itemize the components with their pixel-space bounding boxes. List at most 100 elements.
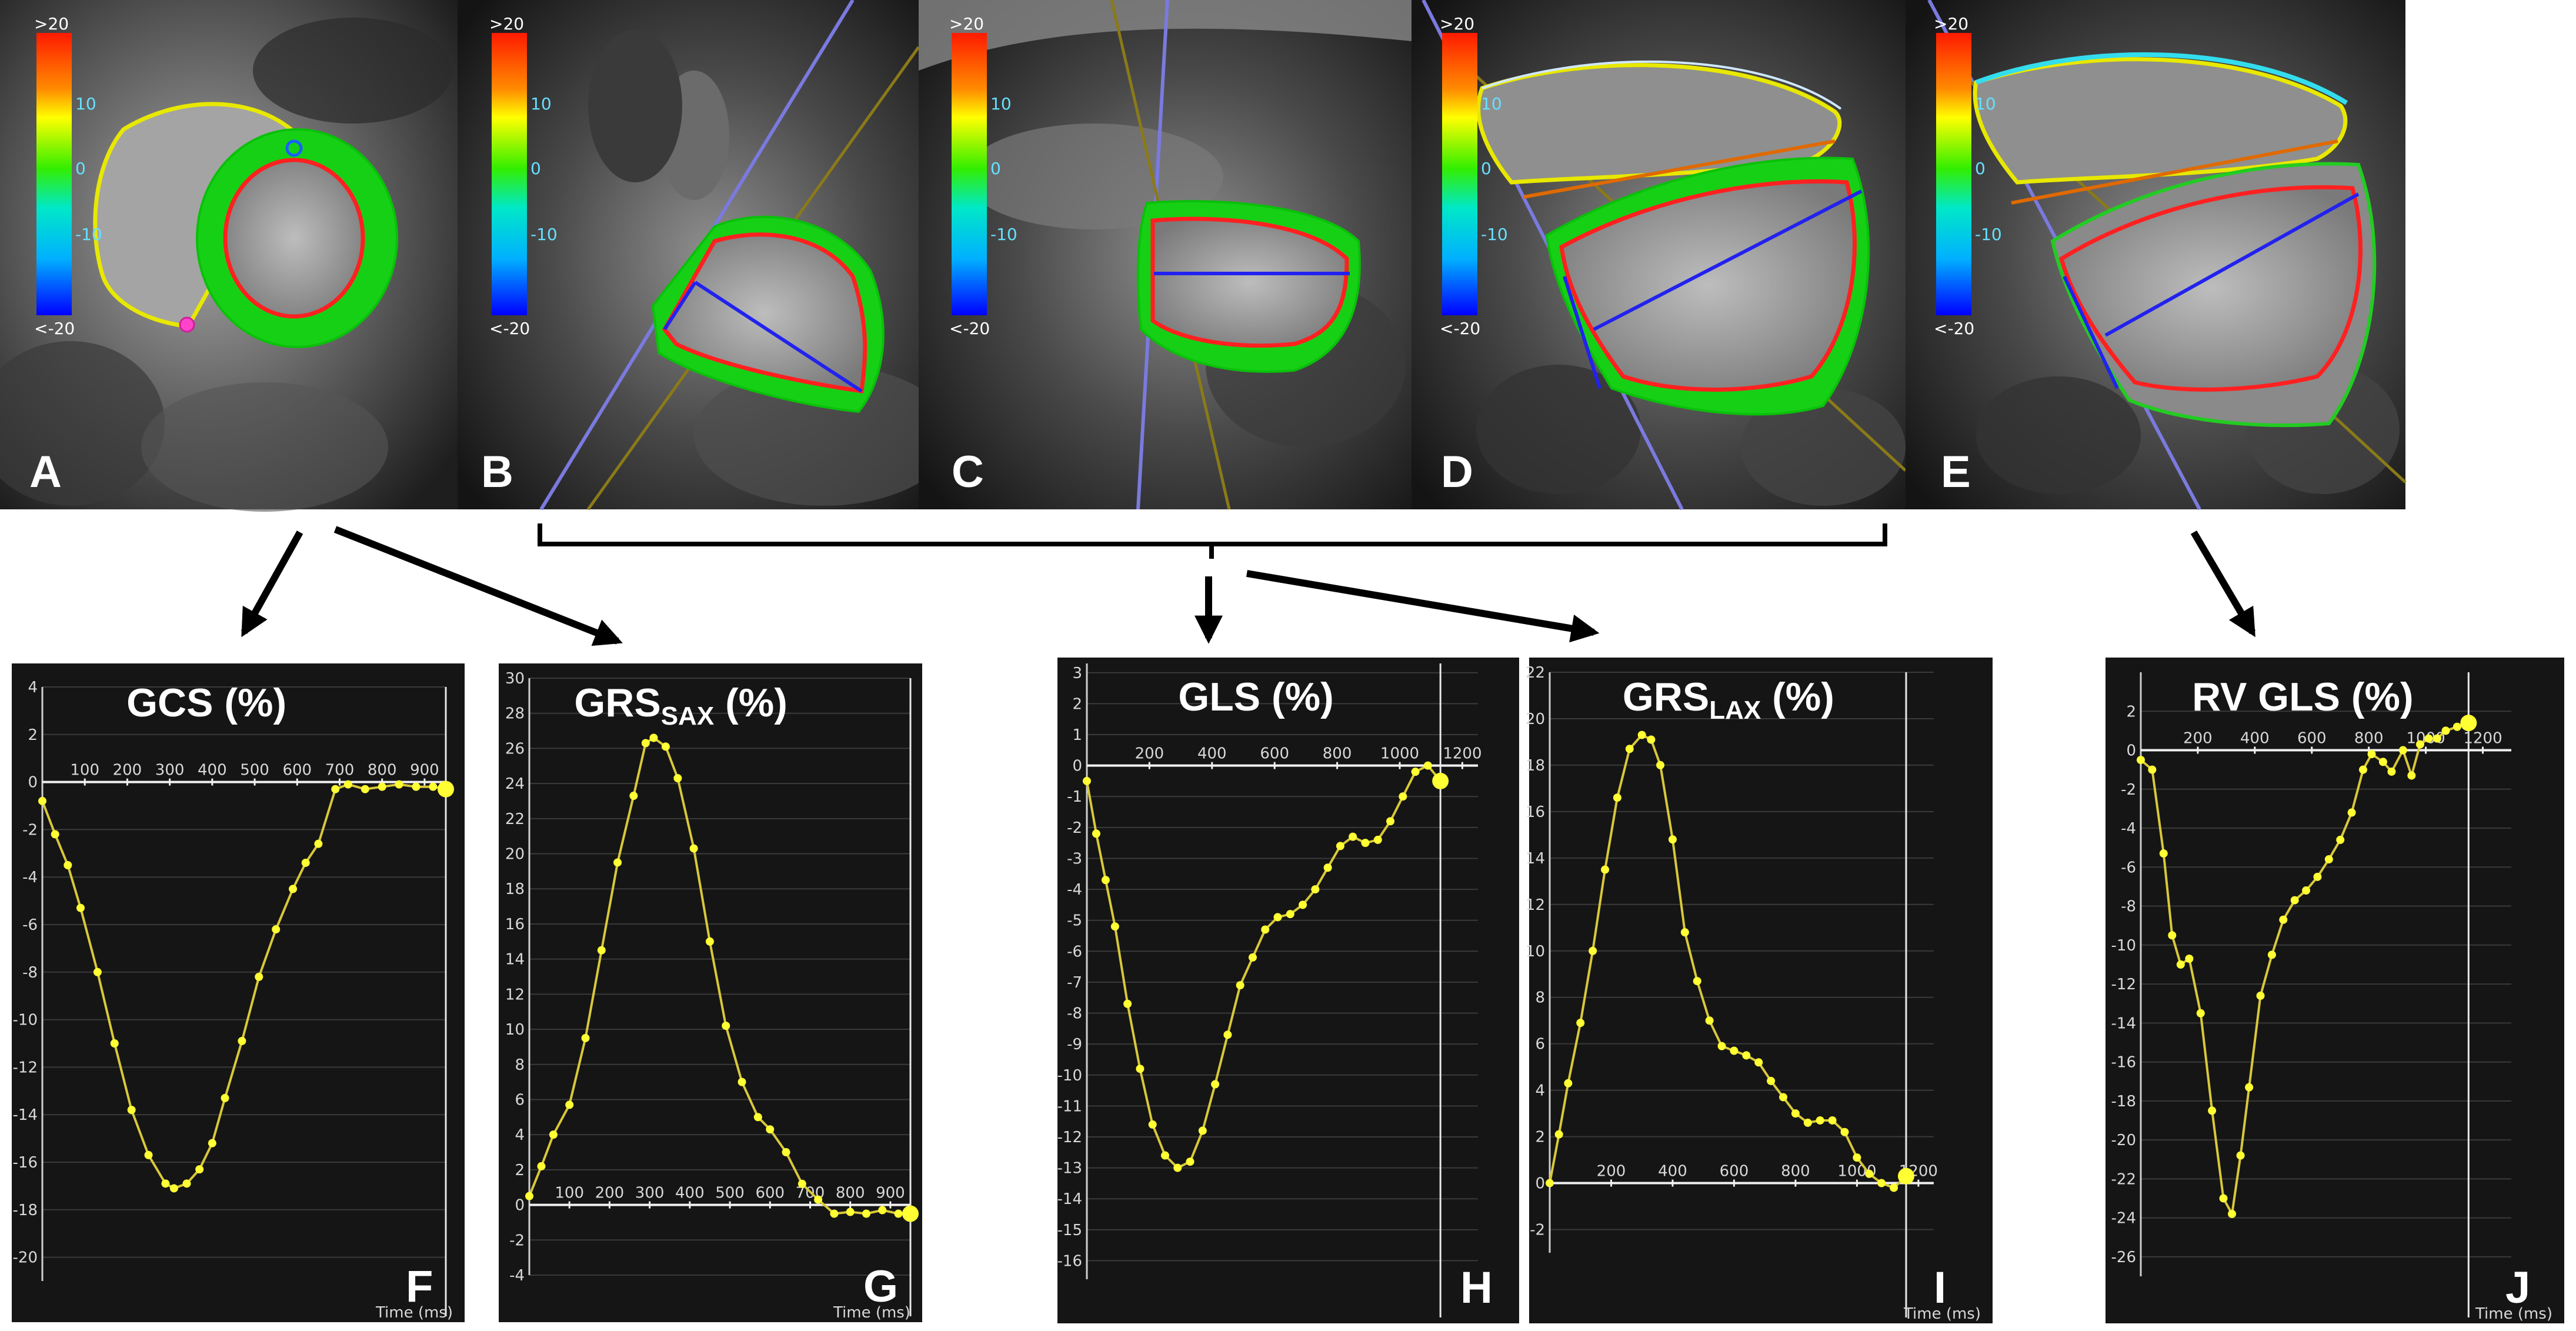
arrow-e-to-j — [2190, 530, 2256, 638]
chart-j-ytick: -16 — [2111, 1054, 2136, 1072]
chart-h-point — [1361, 839, 1370, 848]
colorbar-d — [1442, 33, 1477, 315]
chart-j-point — [2176, 960, 2185, 969]
colorbar-d-zero: 0 — [1481, 159, 1491, 178]
colorbar-b-top: >20 — [489, 14, 524, 34]
chart-j-point — [2290, 896, 2299, 905]
chart-h-ytick: -13 — [1057, 1160, 1082, 1177]
chart-g-point — [814, 1195, 823, 1204]
chart-g-ytick: 26 — [505, 740, 525, 758]
chart-g-xtick: 400 — [675, 1185, 705, 1202]
chart-i-point — [1730, 1046, 1739, 1055]
arrow-a-to-f — [241, 531, 303, 638]
chart-j-point — [2168, 931, 2177, 940]
chart-g-point — [525, 1192, 533, 1200]
chart-h-ytick: -14 — [1057, 1190, 1082, 1208]
chart-f-point — [429, 782, 438, 791]
chart-g-xtick: 200 — [595, 1185, 625, 1202]
chart-j-point — [2219, 1194, 2228, 1203]
chart-h-ytick: -9 — [1067, 1036, 1082, 1053]
chart-j-point — [2159, 849, 2168, 858]
chart-f-ytick: 2 — [28, 726, 38, 744]
chart-f-point — [127, 1106, 136, 1115]
chart-h-point — [1323, 863, 1332, 872]
chart-j-point — [2148, 765, 2157, 774]
chart-h-point — [1136, 1065, 1144, 1073]
chart-f-xtick: 600 — [282, 762, 312, 779]
chart-h-ytick: 2 — [1072, 695, 1082, 713]
chart-j-ytick: -6 — [2121, 859, 2136, 876]
chart-g-ytick: 0 — [515, 1197, 525, 1215]
chart-i-point — [1865, 1169, 1874, 1178]
chart-i-ytick: 4 — [1535, 1082, 1545, 1100]
chart-f-point — [412, 782, 421, 791]
panel-letter-d: D — [1441, 447, 1473, 497]
chart-j-point — [2302, 886, 2311, 895]
chart-g-point — [753, 1113, 762, 1122]
chart-i-point — [1853, 1153, 1861, 1162]
chart-h-xtick: 1200 — [1443, 745, 1481, 763]
chart-f-title: GCS (%) — [126, 680, 286, 725]
chart-h-xtick: 400 — [1197, 745, 1227, 763]
chart-f-point — [93, 968, 102, 976]
chart-f-point — [144, 1150, 153, 1159]
chart-i-background — [1529, 658, 1993, 1323]
chart-i-ytick: 8 — [1535, 989, 1545, 1007]
chart-j-point — [2367, 750, 2376, 759]
chart-g-point — [649, 733, 658, 742]
chart-f-ytick: -18 — [13, 1202, 38, 1219]
chart-i-point — [1656, 760, 1665, 769]
chart-j-ytick: -14 — [2111, 1015, 2136, 1032]
chart-i-ytick: 10 — [1526, 943, 1545, 960]
chart-f-xlabel: Time (ms) — [375, 1304, 453, 1322]
chart-i-ytick: 20 — [1526, 710, 1545, 728]
chart-h-point — [1101, 876, 1110, 885]
chart-i-xtick: 600 — [1720, 1163, 1749, 1180]
chart-h-ytick: -1 — [1067, 788, 1082, 806]
chart-f-ytick: -6 — [22, 916, 38, 934]
chart-g-ytick: 22 — [505, 810, 525, 828]
chart-i-point — [1680, 928, 1689, 937]
chart-g-xtick: 500 — [715, 1185, 745, 1202]
chart-j-ytick: -20 — [2111, 1132, 2136, 1149]
chart-f-point — [64, 861, 72, 869]
chart-h-point — [1432, 772, 1449, 789]
chart-h-point — [1399, 792, 1407, 801]
chart-h-xtick: 1000 — [1380, 745, 1419, 763]
arrow-a-to-g — [333, 526, 623, 646]
chart-g-xlabel: Time (ms) — [833, 1304, 910, 1322]
colorbar-e-bottom: <-20 — [1934, 319, 1974, 338]
chart-h-background — [1057, 658, 1519, 1323]
colorbar-b-n10: -10 — [530, 225, 558, 244]
chart-j-ytick: -10 — [2111, 937, 2136, 955]
chart-g-ytick: 16 — [505, 916, 525, 933]
chart-g-point — [629, 792, 638, 800]
chart-h-ytick: -4 — [1067, 881, 1082, 899]
chart-h-point — [1110, 922, 1119, 931]
chart-f-point — [289, 885, 298, 893]
chart-j-point — [2387, 767, 2396, 776]
chart-h-point — [1236, 981, 1244, 990]
chart-j-point — [2407, 771, 2416, 780]
chart-f-point — [38, 796, 46, 805]
chart-g-point — [565, 1100, 574, 1109]
chart-h-point — [1311, 885, 1320, 894]
chart-g-ytick: 12 — [505, 986, 525, 1003]
colorbar-e-p10: 10 — [1975, 94, 1996, 114]
chart-j-xtick: 1200 — [2463, 730, 2502, 748]
chart-h-point — [1161, 1151, 1169, 1160]
chart-f-xtick: 700 — [325, 762, 355, 779]
chart-h-title: GLS (%) — [1178, 675, 1333, 719]
chart-g-title: GRSSAX (%) — [574, 680, 788, 730]
chart-f-point — [76, 903, 85, 912]
chart-i-ytick: 14 — [1526, 850, 1545, 868]
chart-i-point — [1754, 1058, 1763, 1067]
chart-h-point — [1423, 761, 1432, 770]
chart-i-point — [1601, 865, 1610, 874]
chart-h-ytick: -3 — [1067, 850, 1082, 868]
chart-f-ytick: -14 — [13, 1106, 38, 1124]
chart-j-point — [2424, 734, 2433, 743]
chart-f-point — [255, 972, 263, 981]
